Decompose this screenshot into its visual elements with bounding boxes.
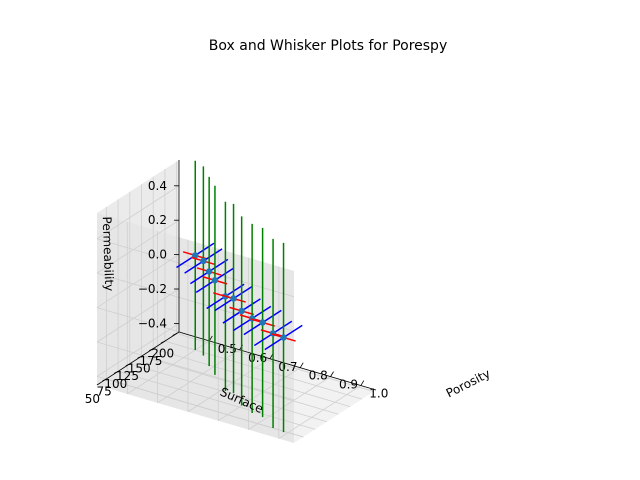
y-gridline	[141, 355, 339, 415]
y-tick-label: 175	[139, 354, 162, 368]
data-point	[205, 268, 213, 275]
z-tick-label: −0.2	[138, 282, 167, 296]
y-gridline	[164, 340, 363, 400]
z-axis-label: Permeability	[100, 216, 117, 291]
x-tick-label: 1.0	[369, 387, 388, 401]
data-point	[192, 252, 199, 259]
y-tick-mark	[102, 378, 107, 382]
y-axis-line	[96, 331, 180, 386]
y-gridline	[117, 370, 316, 430]
x-tick-label: 0.6	[248, 351, 267, 365]
z-gridline	[96, 185, 180, 240]
data-point	[280, 334, 287, 341]
x-tick-mark	[330, 371, 334, 377]
data-point	[230, 295, 237, 302]
data-point	[211, 277, 219, 284]
z-tick-label: 0.4	[148, 179, 167, 193]
y-tick-label: 200	[151, 347, 174, 361]
data-point	[238, 307, 245, 315]
z-gridline	[96, 254, 180, 308]
z-gridline	[96, 323, 180, 377]
data-point	[259, 319, 266, 326]
data-series	[176, 160, 303, 433]
x-tick-mark	[360, 380, 365, 386]
y-tick-mark	[137, 355, 142, 359]
y-gridline	[129, 363, 327, 423]
y-tick-mark	[113, 371, 119, 374]
axis-lines	[96, 160, 377, 391]
z-gridline	[96, 219, 180, 274]
y-tick-mark	[149, 348, 154, 352]
y-tick-mark	[160, 340, 166, 344]
data-point	[200, 257, 207, 265]
z-tick-label: 0.0	[148, 248, 167, 262]
x-tick-label: 0.8	[309, 369, 328, 383]
x-tick-mark	[299, 362, 304, 368]
z-gridline	[96, 376, 295, 435]
chart-title: Box and Whisker Plots for Porespy	[209, 38, 447, 54]
y-tick-label: 100	[104, 377, 127, 391]
x-axis-label: Porosity	[444, 366, 493, 400]
z-tick-label: 0.2	[148, 213, 167, 227]
z-tick-label: −0.4	[138, 316, 167, 330]
y-tick-label: 50	[85, 392, 100, 406]
y-tick-mark	[172, 333, 177, 336]
y-tick-label: 125	[116, 369, 139, 383]
y-tick-mark	[125, 363, 130, 367]
z-gridline	[96, 288, 180, 343]
y-tick-label: 75	[96, 384, 111, 398]
x-tick-label: 0.7	[278, 360, 297, 374]
x-axis-line	[178, 331, 377, 391]
x-tick-label: 0.9	[339, 378, 358, 392]
z-gridline	[96, 341, 295, 401]
x-tick-label: 0.5	[218, 342, 237, 356]
y-tick-label: 150	[128, 362, 151, 376]
